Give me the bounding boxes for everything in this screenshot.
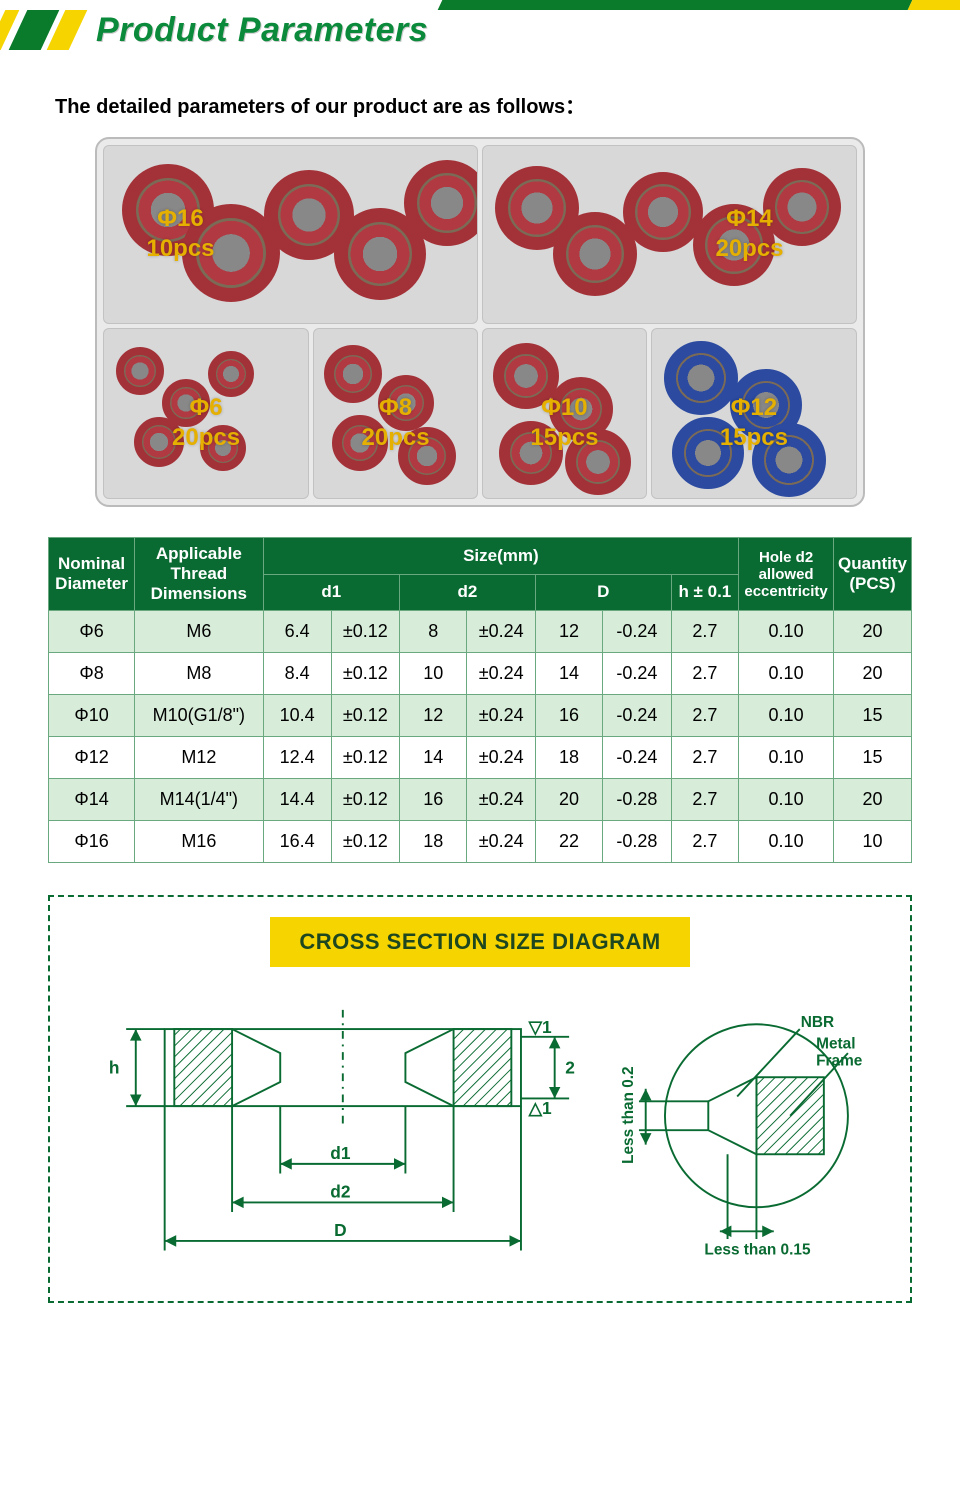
label-phi8-qty: 20pcs [362, 424, 430, 451]
lbl-tri-dn: △1 [528, 1098, 552, 1118]
col-qty: Quantity (PCS) [833, 538, 911, 611]
cross-section-diagram: CROSS SECTION SIZE DIAGRAM [48, 895, 912, 1303]
compartment-phi14: Φ14 20pcs [482, 145, 857, 324]
spec-table: Nominal Diameter Applicable Thread Dimen… [48, 537, 912, 863]
label-phi12-size: Φ12 [731, 394, 777, 421]
lbl-metal1: Metal [817, 1035, 856, 1052]
lbl-tri-up: ▽1 [528, 1017, 552, 1037]
product-assortment-box: Φ16 10pcs Φ14 20pcs Φ6 20pcs Φ8 20pcs [95, 137, 865, 507]
table-row: Φ6M66.4±0.128±0.2412-0.242.70.1020 [49, 611, 912, 653]
col-nominal: Nominal Diameter [49, 538, 135, 611]
lbl-2: 2 [565, 1057, 575, 1077]
lbl-d2: d2 [330, 1182, 350, 1202]
table-row: Φ8M88.4±0.1210±0.2414-0.242.70.1020 [49, 653, 912, 695]
lbl-D: D [334, 1220, 347, 1240]
col-size: Size(mm) [263, 538, 739, 575]
table-row: Φ14M14(1/4")14.4±0.1216±0.2420-0.282.70.… [49, 779, 912, 821]
compartment-phi16: Φ16 10pcs [103, 145, 478, 324]
col-ecc: Hole d2 allowed eccentricity [739, 538, 834, 611]
lbl-nbr: NBR [801, 1014, 834, 1031]
table-row: Φ10M10(G1/8")10.4±0.1212±0.2416-0.242.70… [49, 695, 912, 737]
label-phi16-size: Φ16 [157, 205, 203, 232]
cross-section-svg-detail: NBR Metal Frame Less than 0.2 Less than … [612, 995, 882, 1275]
subcol-h: h ± 0.1 [671, 574, 739, 611]
label-phi16-qty: 10pcs [146, 235, 214, 262]
lbl-lt015: Less than 0.15 [705, 1241, 812, 1258]
label-phi14-qty: 20pcs [715, 235, 783, 262]
compartment-phi8: Φ8 20pcs [313, 328, 478, 499]
compartment-phi10: Φ10 15pcs [482, 328, 647, 499]
compartment-phi6: Φ6 20pcs [103, 328, 309, 499]
table-row: Φ16M1616.4±0.1218±0.2422-0.282.70.1010 [49, 821, 912, 863]
label-phi6-qty: 20pcs [172, 424, 240, 451]
spec-tbody: Φ6M66.4±0.128±0.2412-0.242.70.1020Φ8M88.… [49, 611, 912, 863]
table-row: Φ12M1212.4±0.1214±0.2418-0.242.70.1015 [49, 737, 912, 779]
header-tail [440, 0, 960, 10]
col-thread: Applicable Thread Dimensions [135, 538, 263, 611]
section-header: Product Parameters [0, 0, 960, 60]
header-accent [0, 10, 78, 50]
subcol-d1: d1 [263, 574, 399, 611]
intro-text: The detailed parameters of our product a… [55, 90, 960, 119]
label-phi12-qty: 15pcs [720, 424, 788, 451]
spec-thead: Nominal Diameter Applicable Thread Dimen… [49, 538, 912, 611]
lbl-d1: d1 [330, 1143, 351, 1163]
label-phi14-size: Φ14 [726, 205, 772, 232]
diagram-title: CROSS SECTION SIZE DIAGRAM [270, 917, 690, 967]
lbl-lt02: Less than 0.2 [621, 1066, 638, 1164]
label-phi6-size: Φ6 [190, 394, 223, 421]
compartment-phi12: Φ12 15pcs [651, 328, 857, 499]
lbl-h: h [109, 1057, 120, 1077]
subcol-d2: d2 [400, 574, 536, 611]
subcol-D: D [535, 574, 671, 611]
label-phi10-qty: 15pcs [530, 424, 598, 451]
label-phi10-size: Φ10 [541, 394, 587, 421]
label-phi8-size: Φ8 [379, 394, 412, 421]
page-title: Product Parameters [96, 11, 428, 50]
cross-section-svg-main: h 2 ▽1 △1 d1 d2 D [78, 995, 588, 1275]
lbl-metal2: Frame [817, 1053, 864, 1070]
